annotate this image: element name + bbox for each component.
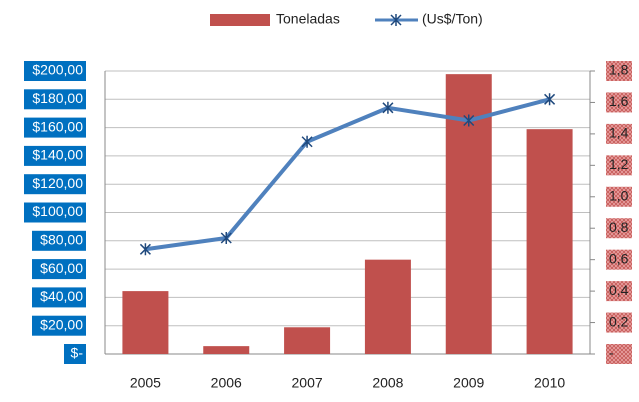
- y-tick-label: $40,00: [40, 288, 83, 304]
- x-tick-label: 2010: [534, 375, 565, 391]
- x-tick-label: 2009: [453, 375, 484, 391]
- legend-label: (Us$/Ton): [422, 11, 483, 27]
- legend-swatch: [210, 14, 270, 26]
- marker: [301, 135, 313, 148]
- legend-marker: [390, 14, 402, 26]
- y-tick-label: $80,00: [40, 232, 83, 248]
- y2-tick-label: 0,4: [609, 282, 629, 298]
- marker: [463, 114, 475, 127]
- y2-tick-box: [606, 281, 632, 302]
- y-tick-box: [24, 61, 86, 81]
- y2-tick-box: [606, 249, 632, 270]
- x-tick-label: 2008: [372, 375, 403, 391]
- y2-tick-box: [606, 92, 632, 113]
- marker: [139, 243, 151, 256]
- y2-tick-label: 1,4: [609, 125, 629, 141]
- y2-tick-label: 1,2: [609, 156, 629, 172]
- y2-tick-box: [606, 123, 632, 144]
- y-tick-label: $160,00: [32, 118, 83, 134]
- y2-tick-box: [606, 218, 632, 239]
- y2-tick-box: [606, 61, 632, 81]
- marker: [382, 101, 394, 114]
- y-tick-label: $100,00: [32, 203, 83, 219]
- x-tick-label: 2006: [211, 375, 242, 391]
- bar: [203, 346, 250, 354]
- bar: [364, 259, 411, 354]
- marker: [220, 231, 232, 244]
- y-tick-box: [32, 259, 86, 280]
- y-tick-box: [24, 117, 86, 138]
- y2-tick-label: 0,6: [609, 250, 629, 266]
- y2-tick-label: 0,8: [609, 219, 629, 235]
- marker: [544, 93, 556, 106]
- x-tick-label: 2005: [130, 375, 161, 391]
- y-tick-label: $120,00: [32, 175, 83, 191]
- y-tick-label: $60,00: [40, 260, 83, 276]
- y-tick-box: [24, 145, 86, 166]
- bar: [284, 327, 331, 354]
- bar: [122, 291, 169, 354]
- y2-tick-label: 1,0: [609, 187, 629, 203]
- y-tick-box: [32, 287, 86, 308]
- y-tick-box: [64, 344, 86, 364]
- y-tick-label: $140,00: [32, 147, 83, 163]
- y2-tick-label: 1,6: [609, 93, 629, 109]
- y-tick-box: [24, 202, 86, 223]
- y2-tick-box: [606, 312, 632, 333]
- y-tick-box: [32, 230, 86, 251]
- y-tick-label: $20,00: [40, 316, 83, 332]
- legend-label: Toneladas: [276, 11, 340, 27]
- y2-tick-box: [606, 344, 632, 364]
- y2-tick-label: 1,8: [609, 62, 629, 78]
- y-tick-label: $-: [71, 345, 84, 361]
- y2-tick-box: [606, 155, 632, 176]
- x-tick-label: 2007: [292, 375, 323, 391]
- y-tick-box: [24, 89, 86, 110]
- y-tick-box: [24, 174, 86, 195]
- bar: [526, 129, 573, 354]
- y-tick-label: $200,00: [32, 62, 83, 78]
- y-tick-label: $180,00: [32, 90, 83, 106]
- y2-tick-box: [606, 186, 632, 207]
- line: [145, 97, 551, 252]
- y2-tick-label: 0,2: [609, 313, 629, 329]
- y2-tick-label: -: [609, 345, 614, 361]
- y-tick-box: [32, 315, 86, 336]
